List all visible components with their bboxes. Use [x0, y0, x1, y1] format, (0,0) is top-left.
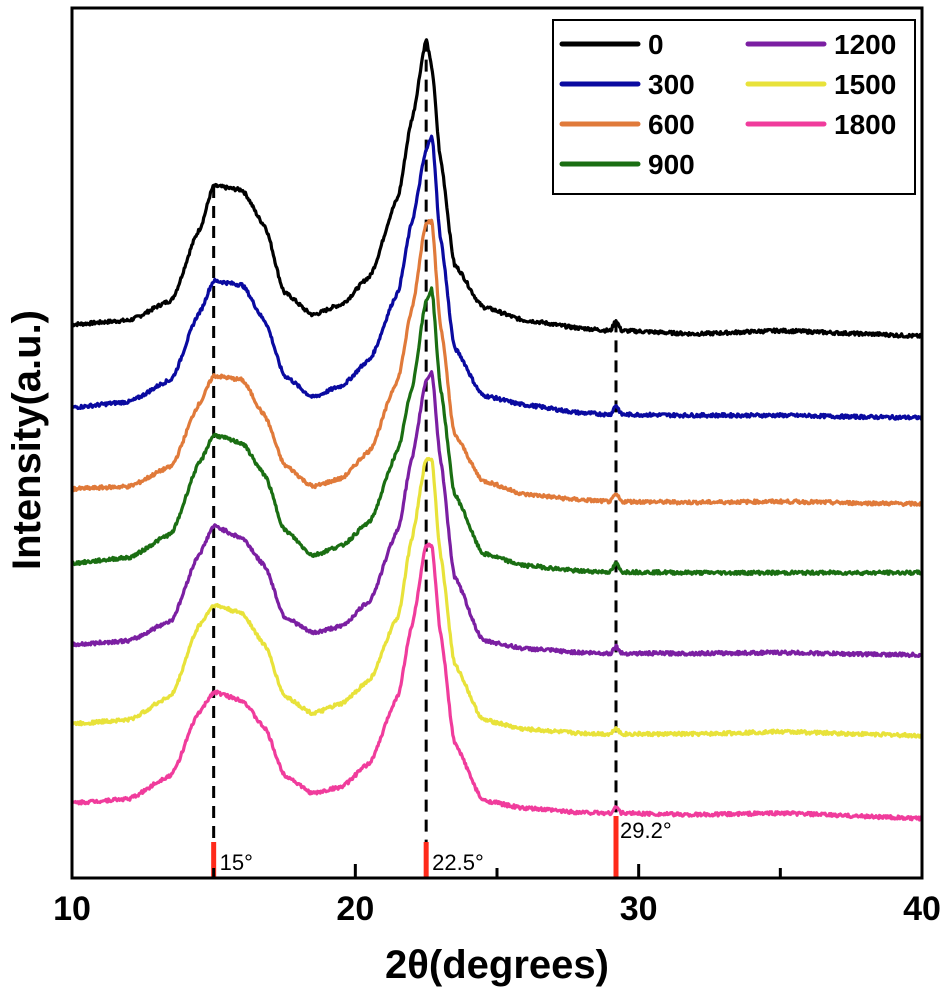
legend: 0 300 600 900 1200 1500 1800	[552, 19, 916, 195]
series-trace-900	[70, 286, 923, 577]
series-trace-0	[71, 38, 924, 339]
series-trace-1500	[71, 457, 924, 739]
peak-markers: 15° 22.5° 29.2°	[211, 816, 672, 878]
legend-label-1200: 1200	[834, 29, 896, 60]
x-tick-label-10: 10	[53, 890, 91, 928]
legend-label-600: 600	[648, 109, 695, 140]
x-tick-label-20: 20	[336, 890, 374, 928]
x-tick-label-30: 30	[620, 890, 658, 928]
peak-guide-lines	[212, 39, 618, 855]
y-axis-title: Intensity(a.u.)	[5, 310, 49, 570]
peak-marker-label-2: 29.2°	[620, 818, 672, 843]
legend-label-0: 0	[648, 29, 664, 60]
x-tick-labels: 10 20 30 40	[53, 890, 941, 928]
series-trace-300	[70, 134, 924, 421]
peak-marker-label-1: 22.5°	[432, 850, 484, 875]
series-trace-1800	[70, 542, 924, 822]
series-traces	[70, 38, 924, 822]
axis-ticks	[70, 864, 924, 878]
legend-label-1800: 1800	[834, 109, 896, 140]
legend-label-1500: 1500	[834, 69, 896, 100]
x-tick-label-40: 40	[903, 890, 941, 928]
peak-marker-label-0: 15°	[220, 850, 253, 875]
legend-label-300: 300	[648, 69, 695, 100]
x-axis-title: 2θ(degrees)	[385, 943, 609, 987]
series-trace-600	[70, 218, 923, 507]
legend-label-900: 900	[648, 149, 695, 180]
series-trace-1200	[70, 370, 923, 659]
